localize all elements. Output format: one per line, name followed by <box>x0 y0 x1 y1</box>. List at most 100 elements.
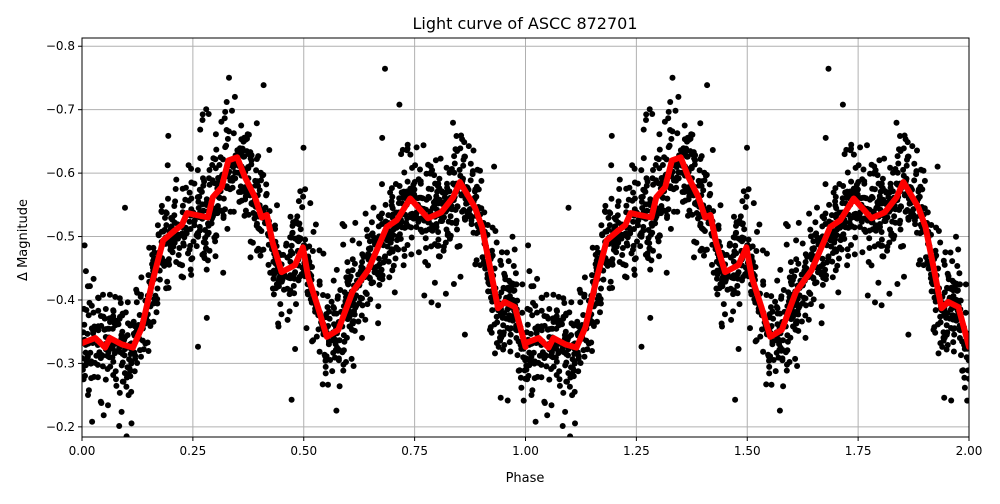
data-point <box>810 296 817 303</box>
data-point <box>417 194 424 201</box>
data-point <box>887 184 894 191</box>
data-point <box>643 111 650 118</box>
data-point <box>216 194 223 201</box>
data-point <box>861 194 868 201</box>
data-point <box>619 252 626 258</box>
x-tick-label: 0.25 <box>180 444 207 458</box>
data-point <box>380 259 387 266</box>
data-point <box>649 111 656 117</box>
data-point <box>322 363 329 370</box>
data-point <box>287 213 294 220</box>
data-point <box>763 250 770 257</box>
data-point <box>389 193 396 200</box>
data-point <box>935 321 941 328</box>
data-point <box>85 312 92 319</box>
data-point <box>638 343 645 350</box>
data-point <box>640 155 647 162</box>
data-point <box>358 312 365 319</box>
data-point <box>714 291 721 298</box>
data-point <box>691 254 697 261</box>
data-point <box>953 233 959 240</box>
data-point <box>623 202 630 209</box>
data-point <box>423 245 429 251</box>
data-point <box>795 219 802 226</box>
data-point <box>883 189 890 196</box>
data-point <box>270 275 277 282</box>
data-point <box>748 288 754 295</box>
data-point <box>398 189 405 196</box>
data-point <box>776 440 782 446</box>
data-point <box>709 261 715 268</box>
data-point <box>172 186 179 192</box>
data-point <box>832 198 839 205</box>
data-point <box>167 243 174 250</box>
data-point <box>375 223 382 230</box>
y-tick-label: −0.2 <box>46 420 75 434</box>
data-point <box>594 318 600 325</box>
data-point <box>669 185 676 192</box>
data-point <box>565 204 572 211</box>
data-point <box>401 253 408 259</box>
data-point <box>460 162 467 169</box>
data-point <box>506 339 513 346</box>
data-point <box>368 280 375 287</box>
data-point <box>408 251 415 258</box>
data-point <box>274 202 280 209</box>
data-point <box>100 313 107 320</box>
data-point <box>165 132 172 139</box>
data-point <box>193 231 200 238</box>
data-point <box>300 193 307 200</box>
data-point <box>739 198 746 205</box>
data-point <box>306 243 313 250</box>
data-point <box>395 200 402 207</box>
data-point <box>563 359 570 366</box>
data-point <box>943 322 950 329</box>
data-point <box>331 310 338 317</box>
data-point <box>85 387 92 394</box>
data-point <box>941 334 948 341</box>
data-point <box>467 177 474 184</box>
data-point <box>886 290 893 297</box>
data-point <box>501 342 508 348</box>
data-point <box>454 148 461 154</box>
data-point <box>506 312 513 319</box>
data-point <box>769 308 776 315</box>
data-point <box>260 82 267 89</box>
data-point <box>745 236 752 243</box>
data-point <box>392 181 399 187</box>
data-point <box>915 188 922 195</box>
data-point <box>562 408 569 415</box>
data-point <box>955 246 962 253</box>
data-point <box>509 233 516 240</box>
data-point <box>917 183 924 190</box>
data-point <box>307 200 314 207</box>
data-point <box>90 309 97 316</box>
data-point <box>107 363 114 370</box>
data-point <box>363 291 370 297</box>
data-point <box>220 269 227 276</box>
data-point <box>203 106 210 113</box>
data-point <box>355 271 362 278</box>
data-point <box>884 243 891 250</box>
data-point <box>517 374 524 381</box>
data-point <box>700 187 707 194</box>
data-point <box>450 281 457 287</box>
data-point <box>82 242 88 249</box>
data-point <box>173 259 180 265</box>
data-point <box>154 222 161 229</box>
data-point <box>500 322 507 329</box>
data-point <box>560 389 567 396</box>
data-point <box>561 300 568 306</box>
data-point <box>130 349 136 356</box>
data-point <box>901 132 908 139</box>
data-point <box>197 126 204 133</box>
data-point <box>841 151 848 158</box>
data-point <box>379 134 386 141</box>
data-point <box>397 235 404 242</box>
data-point <box>943 346 950 353</box>
data-point <box>359 251 366 258</box>
data-point <box>644 239 651 246</box>
data-point <box>351 260 358 267</box>
data-point <box>321 351 328 358</box>
data-point <box>826 201 833 208</box>
